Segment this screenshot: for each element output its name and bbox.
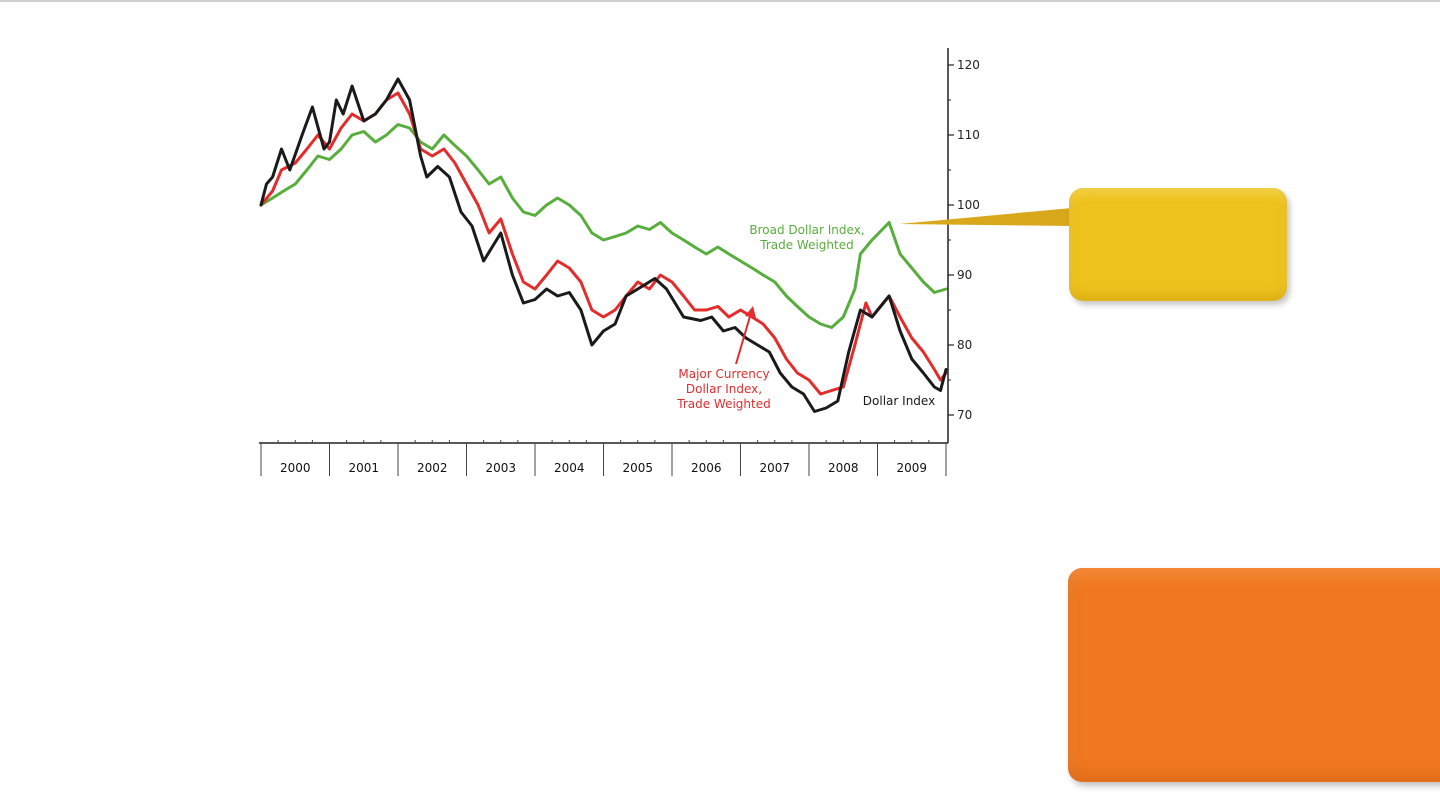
yellow-callout-box	[1069, 188, 1287, 301]
series-line-broad-dollar-index-trade-weighted	[259, 123, 948, 329]
major-annotation-arrowhead	[745, 306, 756, 318]
x-tick-label: 2002	[417, 461, 448, 475]
label-layer: Broad Dollar Index, Trade Weighted Major…	[676, 223, 935, 411]
x-tick-label: 2003	[485, 461, 516, 475]
major-annotation-arrow	[735, 312, 752, 365]
top-border	[0, 0, 1440, 2]
x-tick-label: 2001	[348, 461, 379, 475]
annotation-broad-line2: Trade Weighted	[759, 238, 853, 252]
x-tick-label: 2008	[828, 461, 859, 475]
annotation-broad-line1: Broad Dollar Index,	[749, 223, 864, 237]
annotation-dollar-index: Dollar Index	[863, 394, 935, 408]
y-tick-label: 110	[957, 128, 980, 142]
yellow-callout-pointer	[899, 208, 1072, 226]
series-line-dollar-index	[259, 77, 948, 413]
x-tick-label: 2006	[691, 461, 722, 475]
x-tick-label: 2005	[622, 461, 653, 475]
x-tick-label: 2009	[896, 461, 927, 475]
y-tick-label: 100	[957, 198, 980, 212]
annotation-major-line3: Trade Weighted	[676, 397, 770, 411]
x-tick-label: 2004	[554, 461, 585, 475]
y-tick-label: 70	[957, 408, 972, 422]
y-tick-label: 90	[957, 268, 972, 282]
x-tick-label: 2007	[759, 461, 790, 475]
axis-layer: 70 80 90 100 110 120 2000 2001 2002 2003 2004 2005 2…	[259, 48, 980, 476]
series-layer	[259, 77, 948, 413]
annotation-major-line2: Dollar Index,	[686, 382, 762, 396]
annotation-major-line1: Major Currency	[678, 367, 769, 381]
y-tick-label: 80	[957, 338, 972, 352]
y-tick-label: 120	[957, 58, 980, 72]
x-tick-label: 2000	[280, 461, 311, 475]
orange-callout-box	[1068, 568, 1440, 782]
